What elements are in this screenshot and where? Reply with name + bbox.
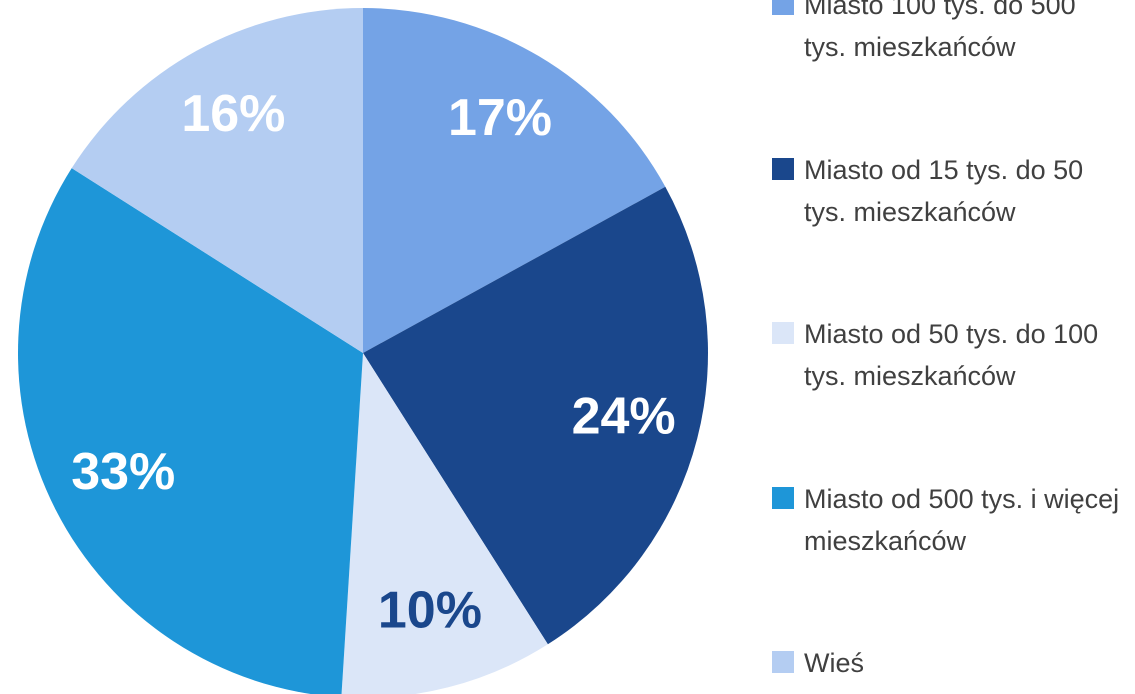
data-label: 24% bbox=[572, 388, 676, 446]
data-label: 16% bbox=[181, 85, 285, 143]
data-label: 17% bbox=[448, 89, 552, 147]
legend-item: Miasto 100 tys. do 500 tys. mieszkańców bbox=[772, 0, 1124, 68]
pie-slice bbox=[363, 8, 666, 353]
data-label: 10% bbox=[378, 581, 482, 639]
legend-swatch bbox=[772, 157, 794, 180]
legend-item: Miasto od 15 tys. do 50 tys. mieszkańców bbox=[772, 149, 1124, 233]
legend-swatch bbox=[772, 486, 794, 509]
legend-swatch bbox=[772, 651, 794, 673]
pie-slice bbox=[363, 186, 708, 645]
legend-swatch bbox=[772, 0, 794, 15]
legend-item: Miasto od 50 tys. do 100 tys. mieszkańcó… bbox=[772, 313, 1124, 397]
legend-item: Wieś bbox=[772, 642, 1124, 684]
pie-slice bbox=[18, 168, 363, 694]
legend-label: Miasto 100 tys. do 500 tys. mieszkańców bbox=[804, 0, 1076, 62]
pie-slice bbox=[71, 8, 364, 353]
data-label: 33% bbox=[71, 443, 175, 501]
legend-label: Miasto od 500 tys. i więcej mieszkańców bbox=[804, 483, 1120, 556]
legend: Miasto 100 tys. do 500 tys. mieszkańców M… bbox=[772, 0, 1135, 694]
pie-slice bbox=[341, 353, 548, 694]
legend-swatch bbox=[772, 322, 794, 344]
legend-label: Wieś bbox=[804, 648, 864, 678]
legend-label: Miasto od 15 tys. do 50 tys. mieszkańców bbox=[804, 154, 1084, 227]
chart: 17% 24% 10% 33% 16% bbox=[18, 8, 708, 694]
legend-label: Miasto od 50 tys. do 100 tys. mieszkańcó… bbox=[804, 319, 1099, 391]
legend-item: Miasto od 500 tys. i więcej mieszkańców bbox=[772, 478, 1124, 562]
